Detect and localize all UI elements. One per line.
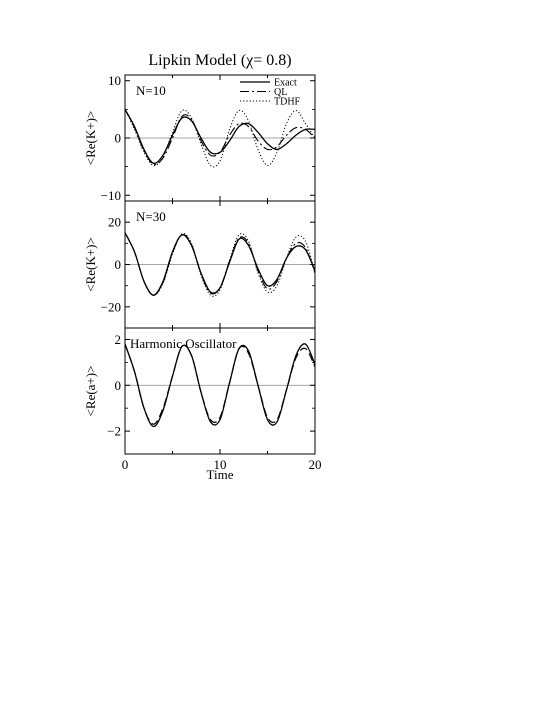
y-tick-label: −10: [101, 188, 121, 203]
legend-label: QL: [274, 87, 287, 98]
series-line-tdhf: [125, 232, 315, 297]
panel-2: −20 0 20 N=30 <Re(K+)>: [83, 200, 316, 329]
x-axis-label: Time: [207, 467, 234, 482]
legend-label: TDHF: [274, 97, 301, 108]
panel-label: Harmonic Oscillator: [130, 336, 237, 351]
series-line-tdhf: [125, 109, 315, 168]
series-group: [125, 109, 315, 168]
y-tick-label: 0: [115, 257, 122, 272]
y-tick-label: 2: [115, 332, 122, 347]
y-tick-label: 0: [115, 378, 122, 393]
y-tick-label: 10: [108, 73, 121, 88]
x-tick-label: 0: [122, 457, 129, 472]
y-axis-label: <Re(K+)>: [83, 111, 98, 165]
series-group: [125, 343, 315, 428]
series-line-ql: [125, 343, 315, 425]
series-line-ql: [125, 109, 315, 166]
legend-label: Exact: [274, 78, 297, 89]
panel-3: −2 0 2 Harmonic Oscillator <Re(a+)>: [83, 327, 316, 455]
series-line-exact: [125, 109, 315, 164]
figure-title: Lipkin Model (χ= 0.8): [148, 52, 291, 69]
panel-1: −10 0 10 N=10 <Re(K+)>: [83, 73, 316, 203]
y-axis-label: <Re(K+)>: [83, 237, 98, 291]
panel-label: N=30: [136, 209, 166, 224]
panel-label: N=10: [136, 83, 166, 98]
x-tick-label: 10: [214, 457, 227, 472]
series-line-exact: [125, 232, 315, 296]
y-tick-label: 0: [115, 131, 122, 146]
y-tick-label: −20: [101, 299, 121, 314]
x-tick-label: 20: [309, 457, 322, 472]
y-tick-label: 20: [108, 215, 121, 230]
series-group: [125, 232, 315, 297]
y-tick-label: −2: [107, 424, 121, 439]
y-axis-label: <Re(a+)>: [83, 366, 98, 417]
series-line-ql: [125, 232, 315, 296]
